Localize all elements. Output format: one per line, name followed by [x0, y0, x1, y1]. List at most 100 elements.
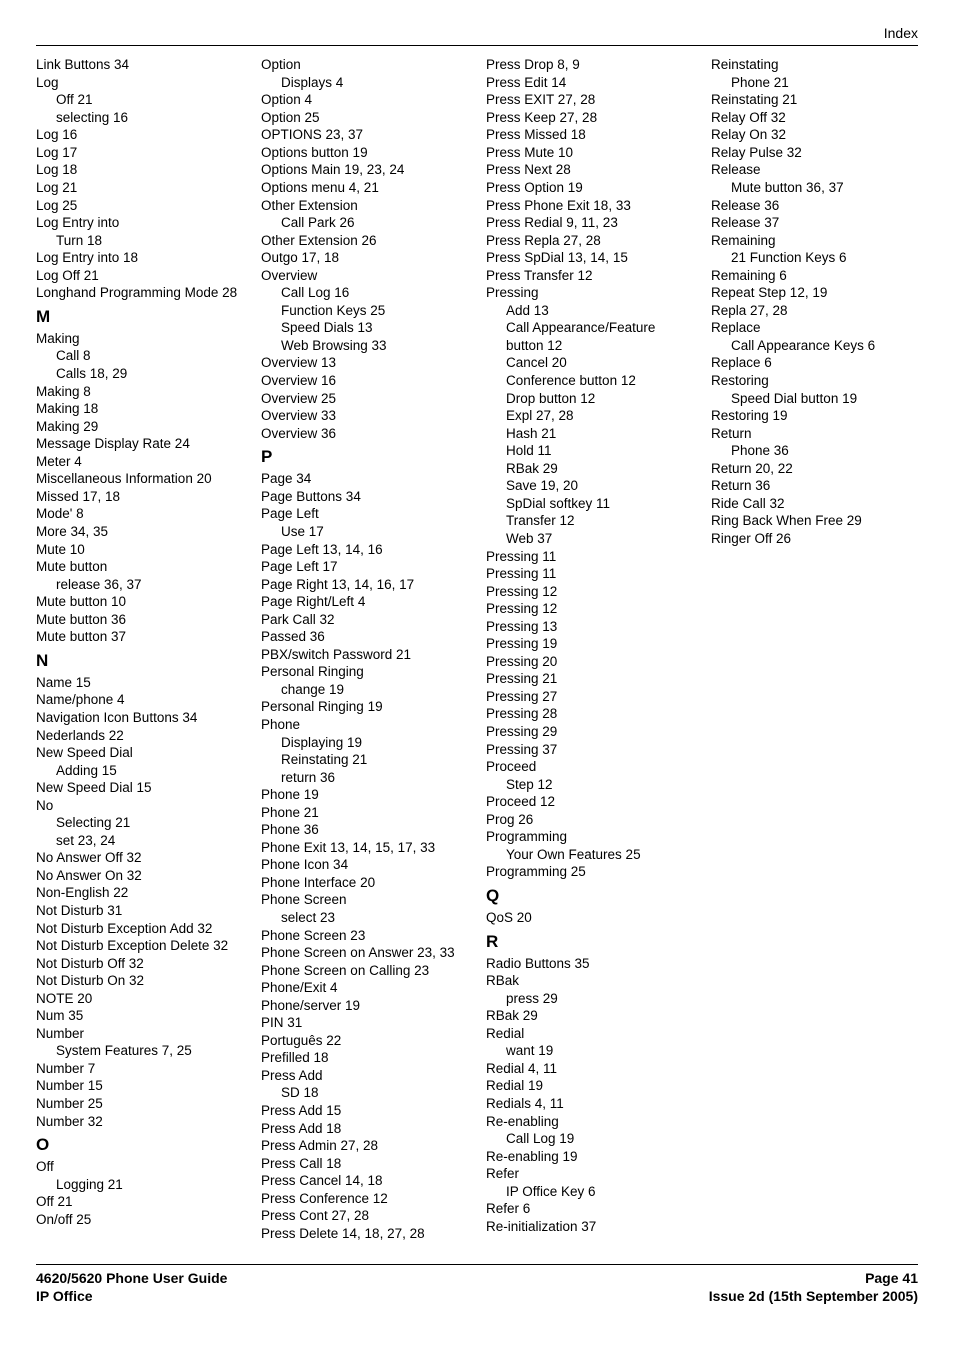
index-entry: Page Buttons 34 [261, 488, 468, 506]
entry-text: More 34, 35 [36, 523, 243, 541]
index-entry: Programming Your Own Features 25 [486, 828, 693, 863]
entry-text: Page Left 13, 14, 16 [261, 541, 468, 559]
footer-page: Page 41 [865, 1270, 918, 1286]
index-entry: Option 4 [261, 91, 468, 109]
entry-text: Ring Back When Free 29 [711, 512, 918, 530]
index-entry: Pressing 19 [486, 635, 693, 653]
entry-text: Replace [711, 319, 918, 337]
index-entry: Press Next 28 [486, 161, 693, 179]
entry-sub: Hold 11 [486, 442, 693, 460]
entry-sub: Calls 18, 29 [36, 365, 243, 383]
entry-text: No Answer On 32 [36, 867, 243, 885]
entry-text: Mute button 37 [36, 628, 243, 646]
entry-text: Pressing [486, 284, 693, 302]
index-entry: Press SpDial 13, 14, 15 [486, 249, 693, 267]
entry-text: Press Add [261, 1067, 468, 1085]
index-entry: Phone Screen 23 [261, 927, 468, 945]
index-entry: Press Missed 18 [486, 126, 693, 144]
index-entry: Miscellaneous Information 20 [36, 470, 243, 488]
index-entry: Remaining 6 [711, 267, 918, 285]
entry-text: Num 35 [36, 1007, 243, 1025]
entry-text: Outgo 17, 18 [261, 249, 468, 267]
entry-text: Not Disturb 31 [36, 902, 243, 920]
entry-text: Overview 25 [261, 390, 468, 408]
entry-sub: Use 17 [261, 523, 468, 541]
entry-text: Press Add 15 [261, 1102, 468, 1120]
entry-text: Missed 17, 18 [36, 488, 243, 506]
entry-text: Longhand Programming Mode 28 [36, 284, 243, 302]
entry-text: Pressing 12 [486, 600, 693, 618]
index-entry: Reinstating 21 [711, 91, 918, 109]
index-entry: Page Right/Left 4 [261, 593, 468, 611]
index-entry: Press Edit 14 [486, 74, 693, 92]
index-entry: Link Buttons 34 [36, 56, 243, 74]
entry-text: Option [261, 56, 468, 74]
entry-text: Overview 13 [261, 354, 468, 372]
index-entry: Navigation Icon Buttons 34 [36, 709, 243, 727]
index-entry: Passed 36 [261, 628, 468, 646]
entry-text: Pressing 37 [486, 741, 693, 759]
entry-text: Nederlands 22 [36, 727, 243, 745]
entry-text: Personal Ringing 19 [261, 698, 468, 716]
index-entry: Português 22 [261, 1032, 468, 1050]
index-entry: Restoring Speed Dial button 19 [711, 372, 918, 407]
entry-sub: Call Park 26 [261, 214, 468, 232]
index-entry: Phone 19 [261, 786, 468, 804]
entry-text: OPTIONS 23, 37 [261, 126, 468, 144]
index-entry: Redial 19 [486, 1077, 693, 1095]
index-entry: On/off 25 [36, 1211, 243, 1229]
index-entry: Meter 4 [36, 453, 243, 471]
index-entry: Overview 13 [261, 354, 468, 372]
entry-text: Personal Ringing [261, 663, 468, 681]
entry-sub: Turn 18 [36, 232, 243, 250]
entry-text: Return 36 [711, 477, 918, 495]
index-entry: Log 21 [36, 179, 243, 197]
entry-text: Other Extension [261, 197, 468, 215]
entry-text: Mode' 8 [36, 505, 243, 523]
entry-text: Repla 27, 28 [711, 302, 918, 320]
entry-sub: 21 Function Keys 6 [711, 249, 918, 267]
entry-text: Phone/Exit 4 [261, 979, 468, 997]
index-entry: Phone Icon 34 [261, 856, 468, 874]
entry-text: Log 21 [36, 179, 243, 197]
entry-text: Pressing 13 [486, 618, 693, 636]
entry-sub: Phone 36 [711, 442, 918, 460]
index-entry: Replace 6 [711, 354, 918, 372]
index-entry: Re-initialization 37 [486, 1218, 693, 1236]
entry-text: Prog 26 [486, 811, 693, 829]
entry-text: Pressing 27 [486, 688, 693, 706]
index-entry: Park Call 32 [261, 611, 468, 629]
header-section: Index [884, 24, 918, 42]
entry-text: PBX/switch Password 21 [261, 646, 468, 664]
index-entry: Return Phone 36 [711, 425, 918, 460]
index-entry: Press Drop 8, 9 [486, 56, 693, 74]
entry-text: Press Call 18 [261, 1155, 468, 1173]
index-entry: Ring Back When Free 29 [711, 512, 918, 530]
index-letter-o: O [36, 1134, 243, 1156]
entry-sub: Expl 27, 28 [486, 407, 693, 425]
index-entry: Press Add 18 [261, 1120, 468, 1138]
index-entry: Making 8 [36, 383, 243, 401]
entry-text: Radio Buttons 35 [486, 955, 693, 973]
entry-text: Phone [261, 716, 468, 734]
entry-text: Release [711, 161, 918, 179]
entry-text: Press Delete 14, 18, 27, 28 [261, 1225, 468, 1243]
index-entry: Pressing 28 [486, 705, 693, 723]
entry-text: Ringer Off 26 [711, 530, 918, 548]
entry-text: Other Extension 26 [261, 232, 468, 250]
index-entry: Redial 4, 11 [486, 1060, 693, 1078]
entry-text: Option 25 [261, 109, 468, 127]
entry-text: Options button 19 [261, 144, 468, 162]
index-entry: Number 32 [36, 1113, 243, 1131]
entry-text: No [36, 797, 243, 815]
index-entry: Press Add 15 [261, 1102, 468, 1120]
index-letter-m: M [36, 306, 243, 328]
index-entry: Name 15 [36, 674, 243, 692]
index-entry: Press EXIT 27, 28 [486, 91, 693, 109]
index-entry: Phone Screen [261, 891, 468, 909]
index-entry: select 23 [261, 909, 468, 927]
entry-text: Pressing 21 [486, 670, 693, 688]
entry-text: Programming [486, 828, 693, 846]
entry-text: Mute button 36 [36, 611, 243, 629]
entry-text: Return 20, 22 [711, 460, 918, 478]
